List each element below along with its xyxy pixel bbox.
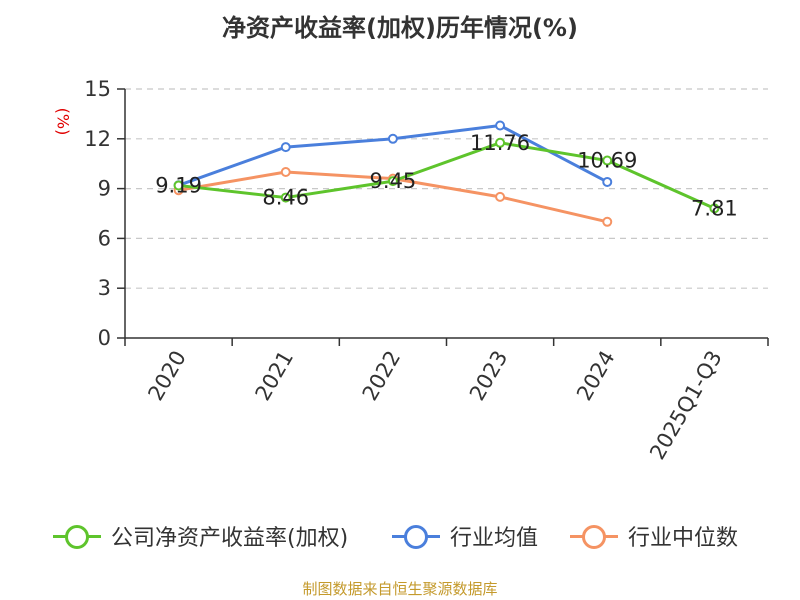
x-tick-label: 2023 bbox=[465, 347, 513, 405]
y-tick-label: 3 bbox=[98, 276, 111, 300]
data-point-1 bbox=[387, 133, 398, 144]
data-point-1 bbox=[602, 176, 613, 187]
data-point-0 bbox=[495, 137, 506, 148]
data-point-0 bbox=[173, 180, 184, 191]
legend-swatch-industry-median bbox=[570, 518, 618, 554]
data-label: 9.45 bbox=[370, 169, 417, 193]
legend-item-industry-mean[interactable]: 行业均值 bbox=[392, 518, 538, 554]
data-label: 7.81 bbox=[691, 196, 738, 220]
data-label: 8.46 bbox=[262, 186, 309, 210]
data-label: 9.19 bbox=[155, 173, 202, 197]
y-tick-label: 12 bbox=[84, 127, 111, 151]
data-label: 11.76 bbox=[470, 131, 530, 155]
legend-swatch-company bbox=[53, 518, 101, 554]
y-tick-label: 0 bbox=[98, 326, 111, 350]
legend-label-company: 公司净资产收益率(加权) bbox=[111, 526, 349, 551]
x-tick-label: 2021 bbox=[251, 347, 299, 405]
legend-item-company[interactable]: 公司净资产收益率(加权) bbox=[53, 518, 348, 554]
legend-label-industry-mean: 行业均值 bbox=[450, 526, 539, 551]
data-point-2 bbox=[602, 216, 613, 227]
chart-legend: 公司净资产收益率(加权) 行业均值 行业中位数 bbox=[0, 518, 800, 554]
data-point-2 bbox=[280, 167, 291, 177]
x-tick-label: 2020 bbox=[143, 347, 191, 405]
legend-label-industry-median: 行业中位数 bbox=[628, 526, 739, 551]
legend-swatch-industry-mean bbox=[392, 518, 440, 554]
data-label: 10.69 bbox=[577, 149, 637, 173]
y-tick-label: 9 bbox=[98, 177, 111, 201]
data-point-2 bbox=[495, 191, 506, 202]
y-tick-label: 6 bbox=[98, 226, 111, 250]
data-point-1 bbox=[495, 120, 506, 131]
x-tick-label: 2025Q1-Q3 bbox=[645, 347, 727, 464]
x-tick-label: 2024 bbox=[572, 347, 620, 405]
data-point-0 bbox=[387, 176, 398, 187]
y-tick-label: 15 bbox=[84, 77, 111, 101]
legend-item-industry-median[interactable]: 行业中位数 bbox=[570, 518, 738, 554]
data-point-1 bbox=[280, 142, 291, 153]
chart-title: 净资产收益率(加权)历年情况(%) bbox=[222, 14, 578, 42]
series-line-0 bbox=[178, 141, 716, 210]
data-source-note: 制图数据来自恒生聚源数据库 bbox=[302, 580, 498, 598]
data-point-0 bbox=[280, 192, 291, 203]
data-point-0 bbox=[602, 155, 613, 166]
x-tick-label: 2022 bbox=[358, 347, 406, 405]
data-point-0 bbox=[709, 203, 720, 214]
